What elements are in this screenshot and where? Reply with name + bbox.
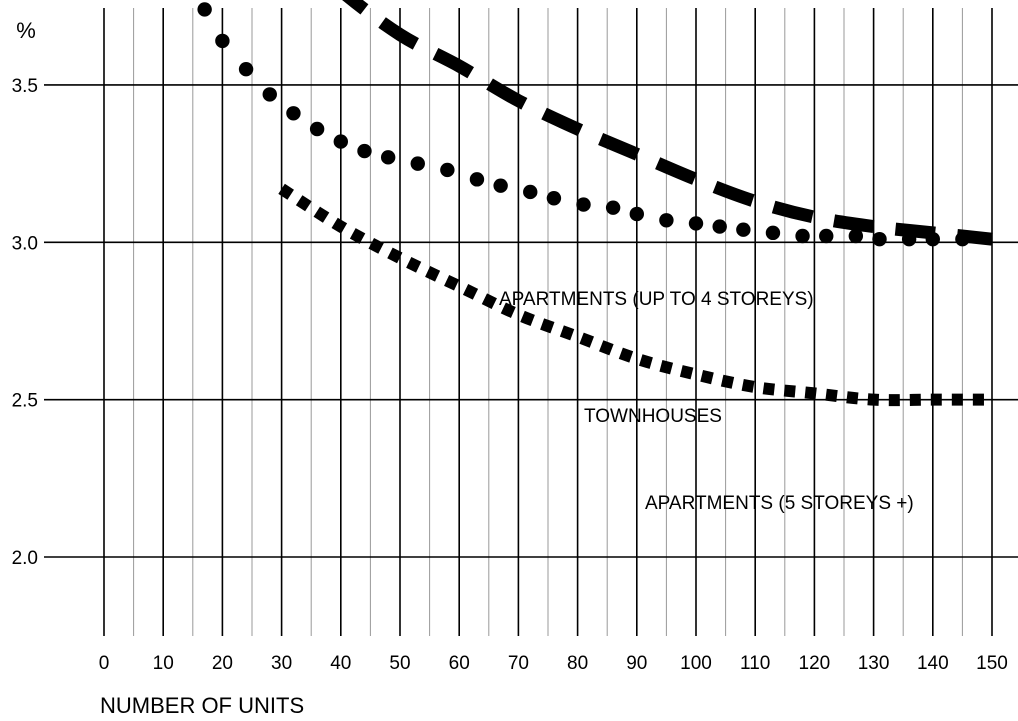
x-tick-label: 40 — [330, 653, 351, 674]
x-tick-label: 60 — [449, 653, 470, 674]
x-tick-label: 50 — [389, 653, 410, 674]
y-tick-label: 2.5 — [12, 391, 38, 412]
townhouses-point — [629, 206, 644, 222]
y-tick-label: 3.5 — [12, 76, 38, 97]
x-tick-label: 110 — [740, 653, 770, 674]
x-tick-label: 150 — [976, 653, 1008, 674]
y-tick-labels: 2.02.53.03.54.04.55.0 — [12, 76, 38, 569]
townhouses-point — [901, 231, 917, 247]
x-axis-title: NUMBER OF UNITS — [100, 693, 304, 718]
townhouses-point — [380, 150, 396, 165]
townhouses-point — [493, 178, 508, 193]
series-0 — [342, 0, 993, 246]
townhouses-point — [925, 231, 940, 247]
townhouses-point — [872, 231, 887, 247]
y-axis-title: % — [16, 18, 36, 43]
x-tick-label: 140 — [917, 653, 949, 674]
series-2 — [278, 183, 992, 407]
townhouses-point — [576, 197, 591, 212]
townhouses-point — [848, 228, 864, 244]
townhouses-point — [765, 225, 781, 241]
townhouses-point — [712, 219, 727, 234]
townhouses-point — [955, 231, 970, 247]
townhouses-point — [469, 172, 485, 187]
townhouses-point — [523, 184, 538, 200]
x-tick-label: 130 — [858, 653, 890, 674]
x-tick-label: 90 — [626, 653, 647, 674]
townhouses-point — [197, 2, 212, 17]
x-tick-label: 0 — [99, 653, 110, 674]
y-tick-label: 3.0 — [12, 233, 38, 254]
series-label-apartments-up-to-4: APARTMENTS (UP TO 4 STOREYS) — [499, 289, 814, 310]
townhouses-point — [262, 87, 277, 102]
townhouses-point — [688, 216, 704, 231]
townhouses-point — [795, 228, 810, 244]
townhouses-point — [736, 222, 751, 237]
series-1 — [197, 2, 970, 247]
townhouses-point — [546, 191, 562, 206]
x-tick-label: 70 — [508, 653, 529, 674]
series-line-apartments-up-to-4 — [342, 0, 993, 246]
y-tick-label: 2.0 — [12, 548, 38, 569]
townhouses-point — [357, 143, 372, 159]
x-tick-label: 10 — [153, 653, 174, 674]
townhouses-point — [819, 228, 834, 244]
townhouses-point — [605, 200, 621, 215]
townhouses-point — [659, 213, 674, 228]
townhouses-point — [238, 62, 254, 77]
series-line-apartments-5-plus — [278, 183, 992, 407]
series-label-apartments-5-plus: APARTMENTS (5 STOREYS +) — [645, 493, 914, 514]
x-tick-labels: 0 10 20 30 40 50 60 70 80 90 100 110 120 130 140 150 — [99, 653, 1008, 674]
townhouses-point — [309, 121, 325, 137]
series-label-townhouses: TOWNHOUSES — [584, 406, 722, 427]
townhouses-point — [286, 106, 301, 121]
townhouses-point — [440, 162, 455, 178]
x-tick-label: 80 — [567, 653, 588, 674]
series-layer — [197, 0, 993, 407]
x-tick-label: 100 — [680, 653, 712, 674]
townhouses-point — [333, 134, 348, 149]
townhouses-point — [215, 33, 230, 49]
townhouses-point — [410, 156, 425, 171]
grid — [44, 8, 1018, 636]
x-tick-label: 30 — [271, 653, 292, 674]
x-tick-label: 120 — [799, 653, 831, 674]
x-tick-label: 20 — [212, 653, 233, 674]
